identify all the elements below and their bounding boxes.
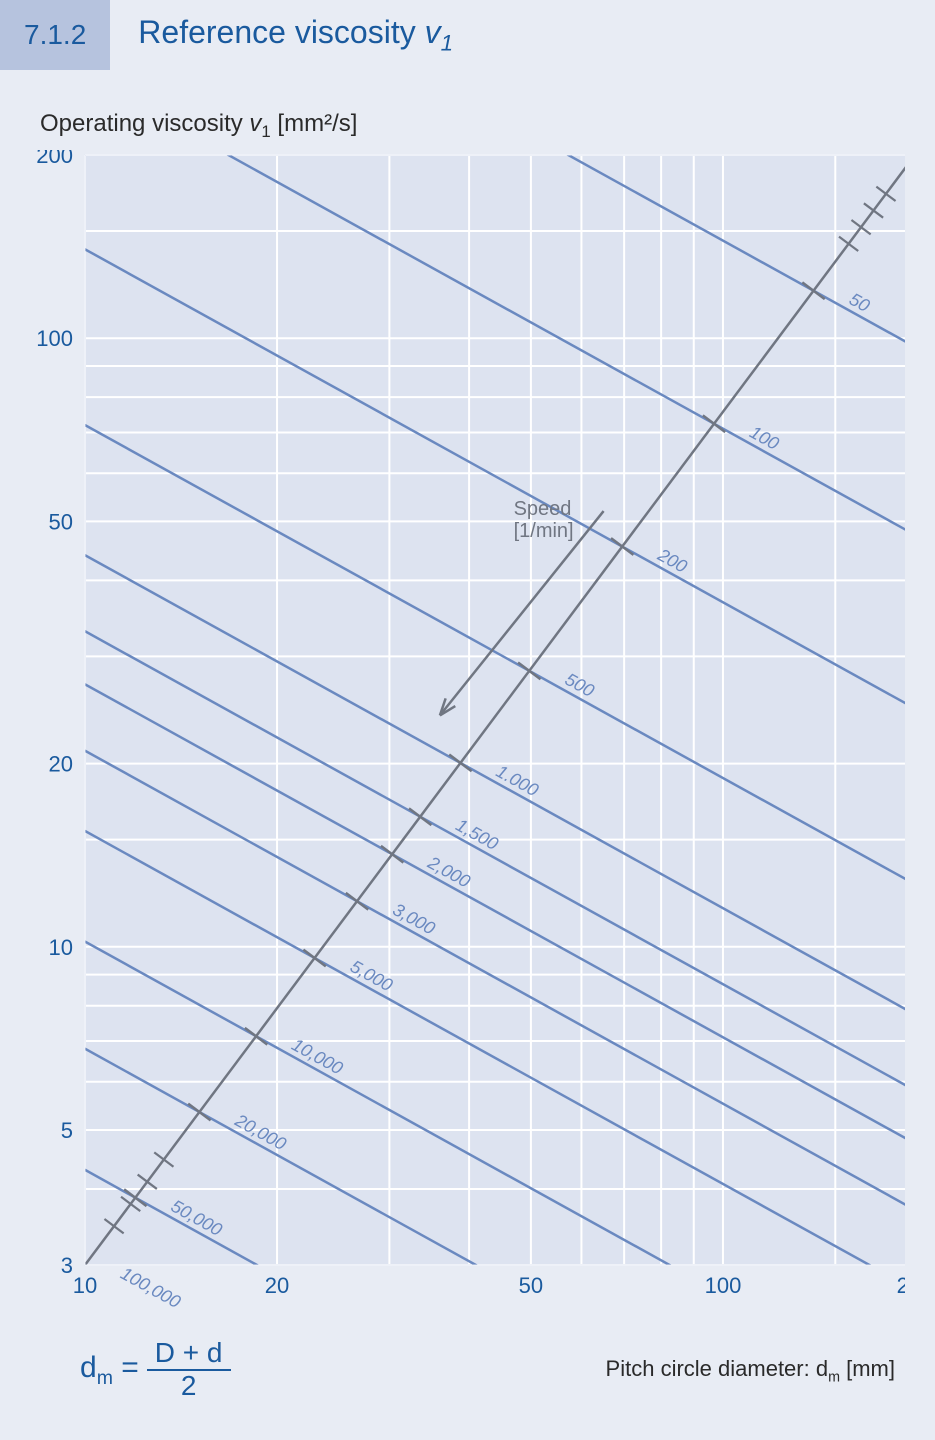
y-axis-title: Operating viscosity v1 [mm²/s] [40, 110, 905, 142]
svg-text:20: 20 [49, 751, 73, 776]
svg-text:50: 50 [519, 1273, 543, 1298]
svg-text:Speed: Speed [514, 498, 572, 520]
section-number: 7.1.2 [0, 0, 110, 70]
svg-text:[1/min]: [1/min] [514, 520, 574, 542]
svg-text:100: 100 [705, 1273, 742, 1298]
formula: dm = D + d 2 [80, 1338, 231, 1402]
svg-text:200: 200 [36, 150, 73, 168]
svg-text:3: 3 [61, 1253, 73, 1278]
svg-text:100: 100 [36, 326, 73, 351]
x-axis-title: Pitch circle diameter: dm [mm] [606, 1356, 895, 1385]
svg-text:10: 10 [73, 1273, 97, 1298]
svg-text:20: 20 [265, 1273, 289, 1298]
svg-text:100,000: 100,000 [117, 1263, 184, 1312]
section-header: 7.1.2 Reference viscosity v1 [0, 0, 935, 70]
svg-text:10: 10 [49, 935, 73, 960]
nomogram-chart: 501002005001.0001,5002,0003,0005,00010,0… [30, 150, 905, 1330]
svg-text:200: 200 [897, 1273, 905, 1298]
section-title: Reference viscosity v1 [110, 14, 453, 56]
svg-text:5: 5 [61, 1118, 73, 1143]
svg-text:50: 50 [49, 509, 73, 534]
